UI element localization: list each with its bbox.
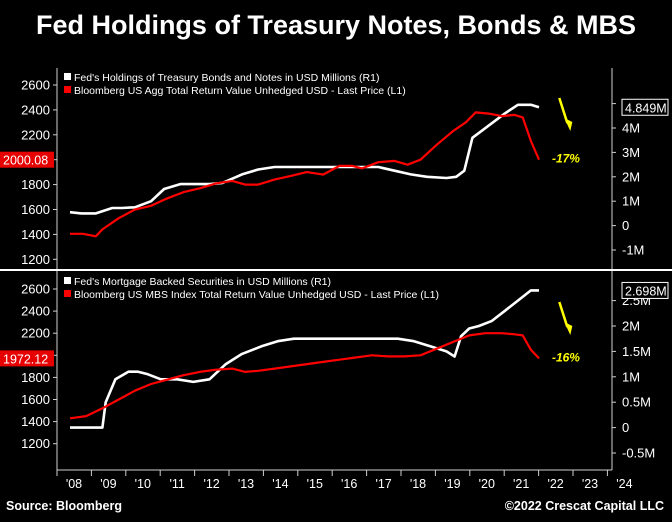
right-tick-label: 1.5M	[622, 344, 651, 359]
x-tick-label: '21	[513, 477, 529, 491]
left-tick-label: 2400	[21, 304, 50, 319]
left-tick-label: 1600	[21, 392, 50, 407]
last-value-left-badge	[0, 151, 54, 168]
page-title: Fed Holdings of Treasury Notes, Bonds & …	[35, 10, 637, 40]
x-tick-label: '18	[410, 477, 426, 491]
left-tick-label: 2400	[21, 102, 50, 117]
right-tick-label: 0.5M	[622, 395, 651, 410]
right-tick-label: 0	[622, 420, 629, 435]
change-annotation: -16%	[552, 350, 580, 364]
x-tick-label: '14	[272, 477, 288, 491]
left-tick-label: 1200	[21, 436, 50, 451]
last-value-right-label: 4.849M	[625, 101, 667, 115]
x-tick-label: '08	[66, 477, 82, 491]
legend-swatch	[64, 290, 71, 297]
left-tick-label: 2600	[21, 78, 50, 93]
last-value-right-badge	[621, 98, 669, 116]
legend-swatch	[64, 86, 71, 93]
copyright-note: ©2022 Crescat Capital LLC	[504, 499, 664, 513]
right-tick-label: 1M	[622, 194, 640, 209]
x-tick-label: '09	[100, 477, 116, 491]
right-tick-label: 1M	[622, 369, 640, 384]
right-tick-label: 3M	[622, 145, 640, 160]
x-tick-label: '13	[238, 477, 254, 491]
down-arrow-head-icon	[564, 322, 573, 335]
left-tick-label: 2200	[21, 326, 50, 341]
right-tick-label: -1M	[622, 243, 644, 258]
last-value-left-badge	[0, 350, 54, 367]
x-tick-label: '10	[135, 477, 151, 491]
source-note: Source: Bloomberg	[6, 499, 122, 513]
last-value-right-label: 2.698M	[625, 284, 667, 298]
change-annotation: -17%	[552, 152, 580, 166]
left-tick-label: 1800	[21, 370, 50, 385]
down-arrow-head-icon	[564, 118, 573, 131]
x-tick-label: '22	[547, 477, 563, 491]
legend-swatch	[64, 277, 71, 284]
left-tick-label: 1200	[21, 252, 50, 267]
left-tick-label: 2200	[21, 127, 50, 142]
series-line-index	[69, 332, 540, 420]
x-tick-label: '23	[582, 477, 598, 491]
legend-label: Fed's Holdings of Treasury Bonds and Not…	[74, 72, 379, 84]
left-tick-label: 1800	[21, 177, 50, 192]
right-tick-label: 0	[622, 218, 629, 233]
x-tick-label: '20	[479, 477, 495, 491]
legend-label: Bloomberg US MBS Index Total Return Valu…	[74, 289, 439, 301]
right-tick-label: -0.5M	[622, 446, 655, 461]
last-value-left-label: 1972.12	[3, 352, 48, 366]
last-value-right-badge	[621, 281, 669, 299]
legend-swatch	[64, 73, 71, 80]
left-tick-label: 1600	[21, 202, 50, 217]
series-line-index	[70, 111, 541, 238]
right-tick-label: 4M	[622, 121, 640, 136]
x-tick-label: '16	[341, 477, 357, 491]
legend-label: Bloomberg US Agg Total Return Value Unhe…	[74, 85, 406, 97]
x-tick-label: '19	[444, 477, 460, 491]
x-tick-label: '11	[170, 477, 185, 491]
x-tick-label: '15	[307, 477, 323, 491]
x-tick-label: '24	[616, 477, 632, 491]
left-tick-label: 2600	[21, 282, 50, 297]
right-tick-label: 2M	[622, 169, 640, 184]
last-value-left-label: 2000.08	[3, 154, 48, 168]
left-tick-label: 1400	[21, 227, 50, 242]
right-tick-label: 2M	[622, 319, 640, 334]
x-tick-label: '17	[375, 477, 391, 491]
left-tick-label: 1400	[21, 414, 50, 429]
series-line-fed-holdings	[69, 103, 540, 215]
legend-label: Fed's Mortgage Backed Securities in USD …	[74, 276, 331, 288]
down-arrow-icon	[558, 97, 569, 124]
x-tick-label: '12	[203, 477, 219, 491]
series-line-fed-holdings	[70, 289, 539, 429]
